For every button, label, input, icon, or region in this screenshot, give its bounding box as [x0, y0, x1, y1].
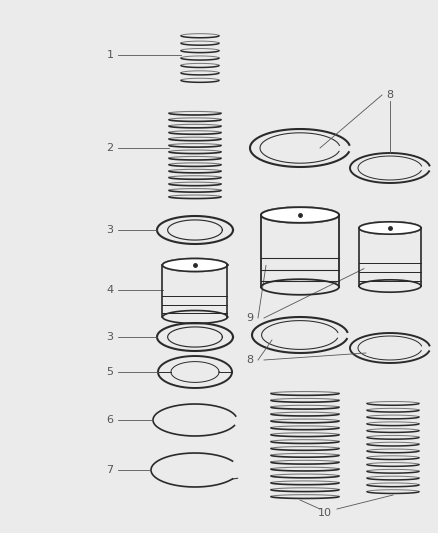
Text: 9: 9: [246, 313, 253, 323]
Text: 3: 3: [106, 332, 113, 342]
Text: 5: 5: [106, 367, 113, 377]
Text: 6: 6: [106, 415, 113, 425]
Text: 2: 2: [106, 143, 113, 153]
Text: 1: 1: [106, 50, 113, 60]
Text: 8: 8: [385, 90, 392, 100]
Text: 8: 8: [246, 355, 253, 365]
Text: 3: 3: [106, 225, 113, 235]
Text: 7: 7: [106, 465, 113, 475]
Text: 4: 4: [106, 285, 113, 295]
Text: 10: 10: [317, 508, 331, 518]
Ellipse shape: [358, 222, 420, 234]
Ellipse shape: [261, 207, 338, 223]
Ellipse shape: [162, 259, 227, 271]
